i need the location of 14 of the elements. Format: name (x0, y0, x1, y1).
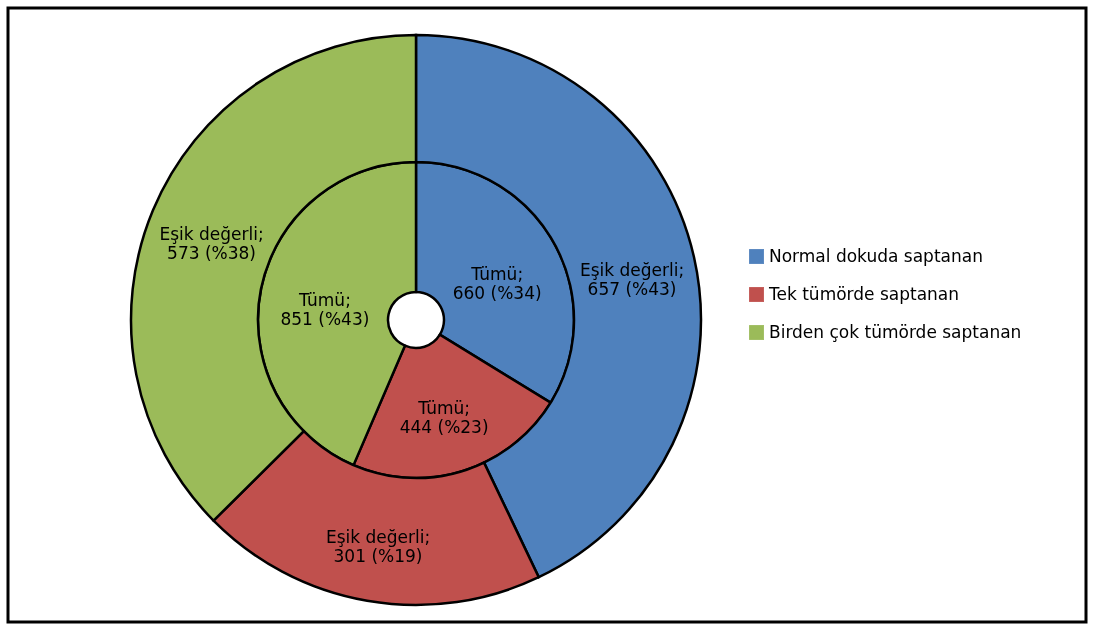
text: Eşik değerli; (325, 527, 431, 548)
data-label: 851 (%43) (280, 309, 370, 330)
data-label: 657 (%43) (587, 279, 677, 300)
text: Eşik değerli; (159, 223, 264, 244)
slice-label: Tümü; (417, 397, 471, 418)
slice-label: Eşik değerli; (579, 260, 685, 281)
data-label: 660 (%34) (452, 282, 542, 303)
data-label: 444 (%23) (399, 416, 489, 437)
text: Tümü; (298, 290, 351, 311)
data-label: 301 (%19) (333, 546, 423, 567)
legend-label: Birden çok tümörde saptanan (769, 321, 1022, 342)
legend-label: Normal dokuda saptanan (769, 245, 983, 266)
text: Tümü; (471, 263, 524, 284)
legend-label: Tek tümörde saptanan (768, 283, 960, 304)
